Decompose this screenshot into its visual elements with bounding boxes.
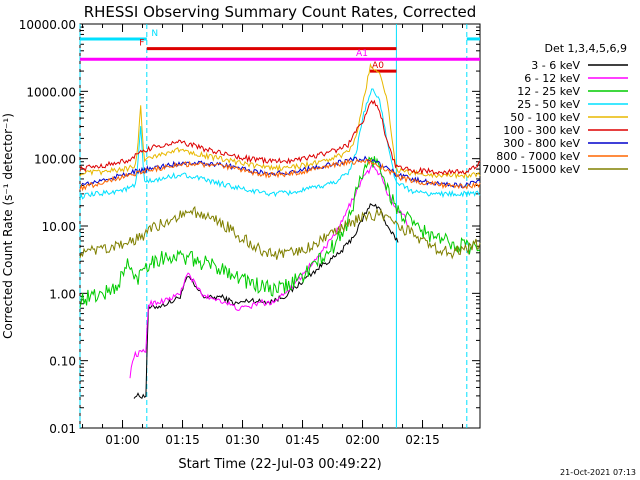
legend-label: 50 - 100 keV <box>510 111 580 124</box>
legend-label: 12 - 25 keV <box>517 85 580 98</box>
series-line <box>79 205 481 260</box>
x-tick-label: 01:45 <box>285 433 320 447</box>
series-line <box>79 158 481 192</box>
chart-title: RHESSI Observing Summary Count Rates, Co… <box>84 3 477 21</box>
series-line <box>79 99 481 176</box>
y-axis: 0.01 0.10 1.00 10.00 100.00 1000.00 10000.00 <box>19 18 480 436</box>
state-bar-label: A1 <box>356 49 368 59</box>
legend-label: 7000 - 15000 keV <box>482 163 580 176</box>
y-tick-label: 1000.00 <box>26 85 76 99</box>
timestamp: 21-Oct-2021 07:13 <box>560 468 636 477</box>
series-layer <box>79 62 481 400</box>
x-tick-label: 02:00 <box>345 433 380 447</box>
x-tick-label: 01:30 <box>225 433 260 447</box>
legend-label: 25 - 50 keV <box>517 98 580 111</box>
instrument-markers: NF A1 A0 <box>79 24 480 428</box>
state-bar-label: N <box>151 29 158 39</box>
state-bar-label: F <box>139 39 144 49</box>
x-tick-label: 01:15 <box>165 433 200 447</box>
series-line <box>129 164 408 379</box>
legend-label: 3 - 6 keV <box>531 59 580 72</box>
plot-frame <box>79 23 481 429</box>
y-tick-label: 0.10 <box>49 355 76 369</box>
legend-label: 300 - 800 keV <box>503 137 580 150</box>
y-axis-label: Corrected Count Rate (s⁻¹ detector⁻¹) <box>1 113 15 339</box>
x-axis: 01:00 01:15 01:30 01:45 02:00 02:15 <box>82 24 464 447</box>
series-line <box>79 156 481 308</box>
series-line <box>133 203 399 400</box>
series-line <box>79 88 481 200</box>
y-tick-label: 0.01 <box>49 422 76 436</box>
legend-header: Det 1,3,4,5,6,9 <box>544 42 627 55</box>
y-tick-label: 100.00 <box>34 153 76 167</box>
y-tick-label: 10000.00 <box>19 18 76 32</box>
x-axis-label: Start Time (22-Jul-03 00:49:22) <box>178 457 381 472</box>
x-tick-label: 02:15 <box>405 433 440 447</box>
state-bar-label: A0 <box>372 61 384 71</box>
legend-label: 6 - 12 keV <box>524 72 580 85</box>
y-tick-label: 10.00 <box>42 220 76 234</box>
legend-label: 800 - 7000 keV <box>496 150 580 163</box>
plot-area <box>79 23 481 429</box>
x-tick-label: 01:00 <box>105 433 140 447</box>
y-tick-label: 1.00 <box>49 287 76 301</box>
legend-label: 100 - 300 keV <box>503 124 580 137</box>
